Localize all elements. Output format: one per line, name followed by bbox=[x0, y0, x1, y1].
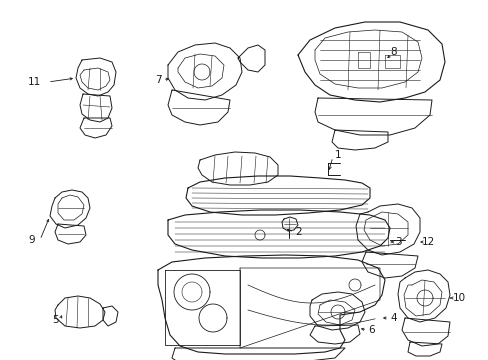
Text: 3: 3 bbox=[394, 237, 401, 247]
Text: 1: 1 bbox=[334, 150, 341, 160]
Text: 8: 8 bbox=[389, 47, 396, 57]
Text: 5: 5 bbox=[52, 315, 59, 325]
Text: 10: 10 bbox=[452, 293, 465, 303]
Text: 2: 2 bbox=[294, 227, 301, 237]
Text: 6: 6 bbox=[367, 325, 374, 335]
Text: 12: 12 bbox=[421, 237, 434, 247]
Text: 9: 9 bbox=[28, 235, 35, 245]
Text: 4: 4 bbox=[389, 313, 396, 323]
Text: 11: 11 bbox=[28, 77, 41, 87]
Text: 7: 7 bbox=[155, 75, 162, 85]
